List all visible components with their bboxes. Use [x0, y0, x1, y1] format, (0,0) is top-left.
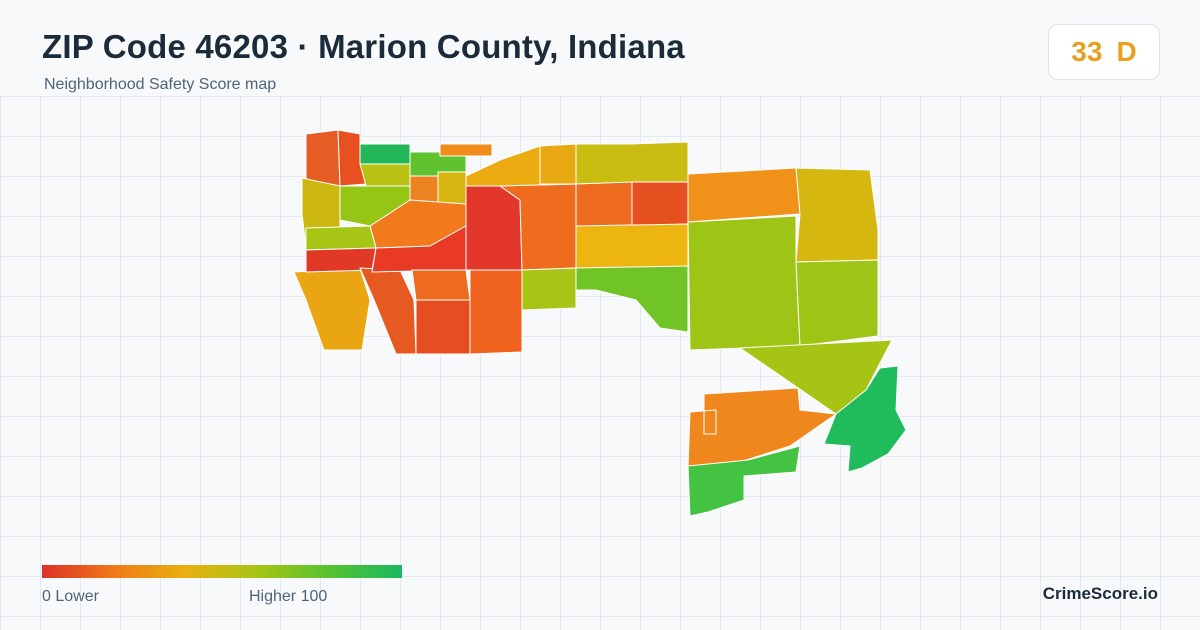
map-tile[interactable] [305, 225, 377, 251]
legend-low-label: 0 Lower [42, 588, 99, 605]
safety-grade: D [1116, 36, 1137, 67]
safety-score-value: 33 [1071, 36, 1103, 67]
map-tile[interactable] [411, 269, 471, 301]
page-title: ZIP Code 46203 · Marion County, Indiana [42, 28, 685, 65]
map-tile[interactable] [415, 299, 471, 355]
map-tile[interactable] [465, 185, 523, 271]
map-tile[interactable] [795, 259, 879, 347]
map-tile[interactable] [521, 267, 577, 311]
page-subtitle: Neighborhood Safety Score map [44, 76, 277, 93]
map-tile[interactable] [687, 167, 801, 223]
map-tile[interactable] [469, 269, 523, 355]
map-tile[interactable] [823, 365, 907, 473]
map-tile[interactable] [687, 445, 801, 517]
map-tile[interactable] [575, 223, 689, 269]
map-tile[interactable] [539, 143, 577, 185]
map-tile[interactable] [575, 265, 689, 333]
legend-color-scale [42, 565, 402, 578]
safety-score-badge: 33 D [1048, 24, 1160, 80]
map-tile[interactable] [795, 167, 879, 263]
brand-logo-text[interactable]: CrimeScore.io [1042, 584, 1158, 603]
map-tile[interactable] [687, 387, 837, 467]
map-tile[interactable] [575, 141, 689, 185]
map-tile[interactable] [439, 143, 493, 157]
map-tile[interactable] [359, 163, 411, 187]
map-tile[interactable] [293, 267, 371, 351]
map-tile[interactable] [687, 215, 801, 351]
map-tile[interactable] [575, 181, 633, 227]
legend-high-label: Higher 100 [249, 588, 328, 605]
map-tile[interactable] [631, 181, 689, 227]
map-tile[interactable] [359, 143, 411, 165]
